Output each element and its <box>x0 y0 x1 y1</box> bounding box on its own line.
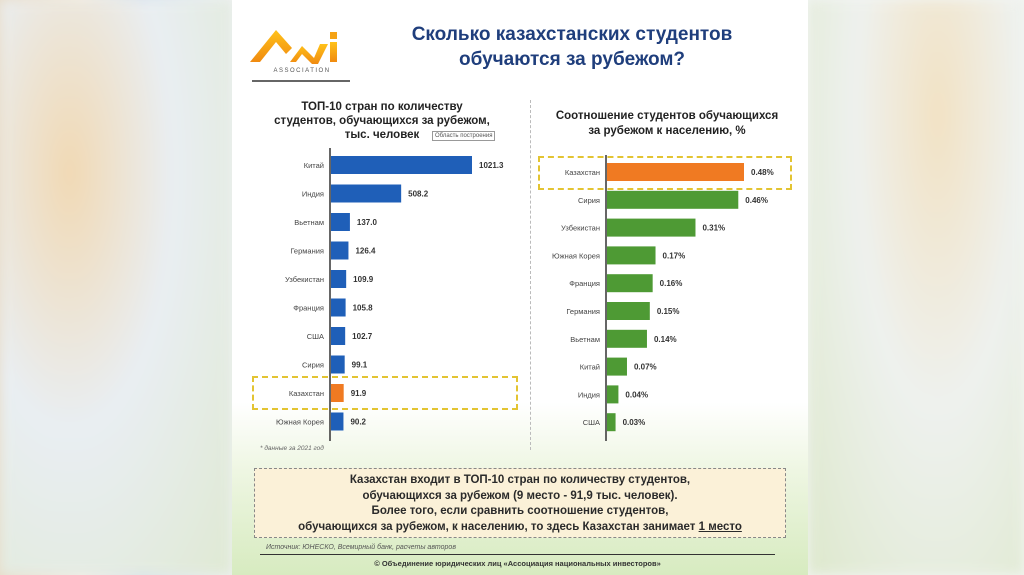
data-label: 0.31% <box>702 224 725 233</box>
category-label: Франция <box>569 279 600 288</box>
bar <box>331 184 402 203</box>
bar <box>331 327 346 345</box>
data-label: 90.2 <box>350 418 366 427</box>
category-label: Германия <box>566 307 600 316</box>
infographic: ASSOCIATION Сколько казахстанских студен… <box>232 0 808 575</box>
chart-title-line: Соотношение студентов обучающихся <box>555 110 779 122</box>
bar <box>331 213 350 231</box>
data-label: 126.4 <box>355 247 376 256</box>
title-line: обучаются за рубежом? <box>458 49 686 70</box>
bar <box>607 413 616 432</box>
chart-divider <box>530 100 531 450</box>
category-label: Вьетнам <box>294 218 324 227</box>
bar <box>607 302 650 320</box>
right-chart-title: Соотношение студентов обучающихся за руб… <box>532 109 802 139</box>
data-label: 99.1 <box>352 361 368 370</box>
category-label: Франция <box>293 304 324 313</box>
summary-line: обучающихся за рубежом (9 место - 91,9 т… <box>362 489 678 502</box>
summary-box: Казахстан входит в ТОП-10 стран по колич… <box>254 468 786 538</box>
data-label: 508.2 <box>408 190 429 199</box>
category-label: Индия <box>302 190 324 199</box>
data-label: 0.16% <box>660 279 683 288</box>
data-label: 0.15% <box>657 307 680 316</box>
bar <box>331 156 472 174</box>
data-label: 0.46% <box>745 196 768 205</box>
category-label: Казахстан <box>289 389 324 398</box>
data-label: 102.7 <box>352 332 373 341</box>
bar <box>331 355 345 374</box>
bar <box>607 274 653 293</box>
bar <box>607 190 739 209</box>
tooltip: Область построения <box>432 131 496 141</box>
bar <box>607 357 627 376</box>
category-label: Узбекистан <box>285 275 324 284</box>
category-label: Южная Корея <box>552 251 600 260</box>
background-left <box>0 0 232 575</box>
highlight-box-left <box>252 376 518 410</box>
data-label: 105.8 <box>353 304 374 313</box>
chart-title-line: студентов, обучающихся за рубежом, <box>274 115 490 127</box>
bar <box>607 385 619 404</box>
bar-charts: Китай 1021.3 Индия 508.2 Вьетнам 137.0 Германи… <box>276 148 774 441</box>
logo-subtitle: ASSOCIATION <box>273 68 331 74</box>
category-label: Казахстан <box>565 168 600 177</box>
bar <box>331 384 344 402</box>
bar <box>607 246 656 265</box>
data-label: 109.9 <box>353 275 374 284</box>
summary-text: обучающихся за рубежом, к населению, то … <box>298 520 696 533</box>
data-label: 0.14% <box>654 335 677 344</box>
footnote: * данные за 2021 год <box>260 445 324 452</box>
data-label: 91.9 <box>351 389 367 398</box>
background-right <box>808 0 1024 575</box>
bar <box>331 241 349 260</box>
data-label: 0.04% <box>625 390 648 399</box>
bar <box>607 163 744 181</box>
summary-line: Казахстан входит в ТОП-10 стран по колич… <box>349 474 691 486</box>
copyright: © Объединение юридических лиц «Ассоциаци… <box>374 559 661 568</box>
page-title: Сколько казахстанских студентов обучаютс… <box>372 22 772 72</box>
bar <box>331 412 344 431</box>
source-note: Источник: ЮНЕСКО, Всемирный банк, расчет… <box>266 544 456 551</box>
category-label: Вьетнам <box>570 335 600 344</box>
category-label: США <box>307 332 324 341</box>
category-label: Индия <box>578 390 600 399</box>
footer-rule <box>260 554 775 555</box>
summary-emphasis: 1 место <box>698 520 742 533</box>
highlight-box-right <box>538 156 792 190</box>
title-line: Сколько казахстанских студентов <box>411 24 733 45</box>
ani-logo <box>250 30 337 64</box>
bar <box>331 270 347 288</box>
data-label: 1021.3 <box>479 161 504 170</box>
logo-rule <box>252 80 350 82</box>
summary-line: обучающихся за рубежом, к населению, то … <box>255 520 785 536</box>
category-label: Узбекистан <box>561 224 600 233</box>
data-label: 0.07% <box>634 363 657 372</box>
category-label: Германия <box>290 247 324 256</box>
category-label: Сирия <box>578 196 600 205</box>
bar <box>331 298 346 317</box>
category-label: Сирия <box>302 361 324 370</box>
left-chart-title: ТОП-10 стран по количеству студентов, об… <box>252 100 512 142</box>
bar <box>607 218 696 237</box>
bar <box>607 329 647 348</box>
category-label: США <box>583 418 600 427</box>
summary-line: Более того, если сравнить соотношение ст… <box>371 505 669 517</box>
chart-title-line: ТОП-10 стран по количеству <box>301 101 463 113</box>
data-label: 0.48% <box>751 168 774 177</box>
category-label: Китай <box>580 363 600 372</box>
data-label: 0.03% <box>623 418 646 427</box>
chart-title-line: за рубежом к населению, % <box>588 125 746 137</box>
data-label: 0.17% <box>663 251 686 260</box>
data-label: 137.0 <box>357 218 378 227</box>
category-label: Китай <box>304 161 324 170</box>
category-label: Южная Корея <box>276 418 324 427</box>
chart-title-line: тыс. человек <box>344 129 420 141</box>
